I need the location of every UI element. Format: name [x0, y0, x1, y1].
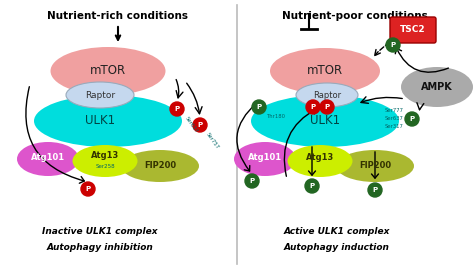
Ellipse shape — [34, 95, 182, 147]
Text: Inactive ULK1 complex: Inactive ULK1 complex — [42, 226, 158, 235]
Ellipse shape — [17, 142, 79, 176]
Circle shape — [305, 179, 319, 193]
Circle shape — [386, 38, 400, 52]
Text: Atg101: Atg101 — [248, 154, 282, 162]
Text: AMPK: AMPK — [421, 82, 453, 92]
Circle shape — [368, 183, 382, 197]
Ellipse shape — [51, 47, 165, 95]
Text: Autophagy induction: Autophagy induction — [284, 242, 390, 252]
Text: ULK1: ULK1 — [310, 115, 340, 128]
Text: FIP200: FIP200 — [144, 161, 176, 171]
Text: Atg101: Atg101 — [31, 154, 65, 162]
Circle shape — [81, 182, 95, 196]
Circle shape — [170, 102, 184, 116]
Text: P: P — [174, 106, 180, 112]
Text: Nutrient-poor conditions: Nutrient-poor conditions — [282, 11, 428, 21]
Text: ULK1: ULK1 — [85, 115, 115, 128]
Text: Ser637: Ser637 — [184, 116, 199, 134]
Text: P: P — [310, 183, 315, 189]
Text: Autophagy inhibition: Autophagy inhibition — [46, 242, 154, 252]
Circle shape — [320, 100, 334, 114]
Text: P: P — [391, 42, 396, 48]
Text: Ser258: Ser258 — [95, 164, 115, 168]
Text: P: P — [310, 104, 316, 110]
Text: TSC2: TSC2 — [400, 26, 426, 34]
Ellipse shape — [296, 83, 358, 107]
Text: P: P — [198, 122, 202, 128]
Text: Thr180: Thr180 — [267, 114, 286, 119]
Ellipse shape — [234, 142, 296, 176]
Text: P: P — [85, 186, 91, 192]
Text: Active ULK1 complex: Active ULK1 complex — [284, 226, 390, 235]
Circle shape — [405, 112, 419, 126]
Ellipse shape — [401, 67, 473, 107]
Text: Ser317: Ser317 — [385, 125, 404, 129]
Text: Nutrient-rich conditions: Nutrient-rich conditions — [47, 11, 189, 21]
Text: mTOR: mTOR — [90, 65, 126, 77]
Ellipse shape — [66, 82, 134, 108]
Circle shape — [252, 100, 266, 114]
Ellipse shape — [270, 48, 380, 94]
FancyBboxPatch shape — [390, 17, 436, 43]
Text: P: P — [256, 104, 262, 110]
Text: Ser637: Ser637 — [385, 116, 404, 122]
Text: FIP200: FIP200 — [359, 161, 391, 171]
Text: mTOR: mTOR — [307, 65, 343, 77]
Circle shape — [306, 100, 320, 114]
Text: Raptor: Raptor — [85, 90, 115, 100]
Text: P: P — [410, 116, 415, 122]
Ellipse shape — [121, 150, 199, 182]
Text: P: P — [249, 178, 255, 184]
Text: Atg13: Atg13 — [306, 154, 334, 162]
Text: P: P — [324, 104, 329, 110]
Text: P: P — [373, 187, 378, 193]
Ellipse shape — [251, 95, 399, 147]
Ellipse shape — [336, 150, 414, 182]
Ellipse shape — [288, 145, 353, 177]
Ellipse shape — [73, 145, 137, 177]
Circle shape — [193, 118, 207, 132]
Text: Ser777: Ser777 — [385, 108, 404, 114]
Circle shape — [245, 174, 259, 188]
Text: Ser757: Ser757 — [205, 132, 220, 150]
Text: Atg13: Atg13 — [91, 151, 119, 161]
Text: Raptor: Raptor — [313, 90, 341, 100]
